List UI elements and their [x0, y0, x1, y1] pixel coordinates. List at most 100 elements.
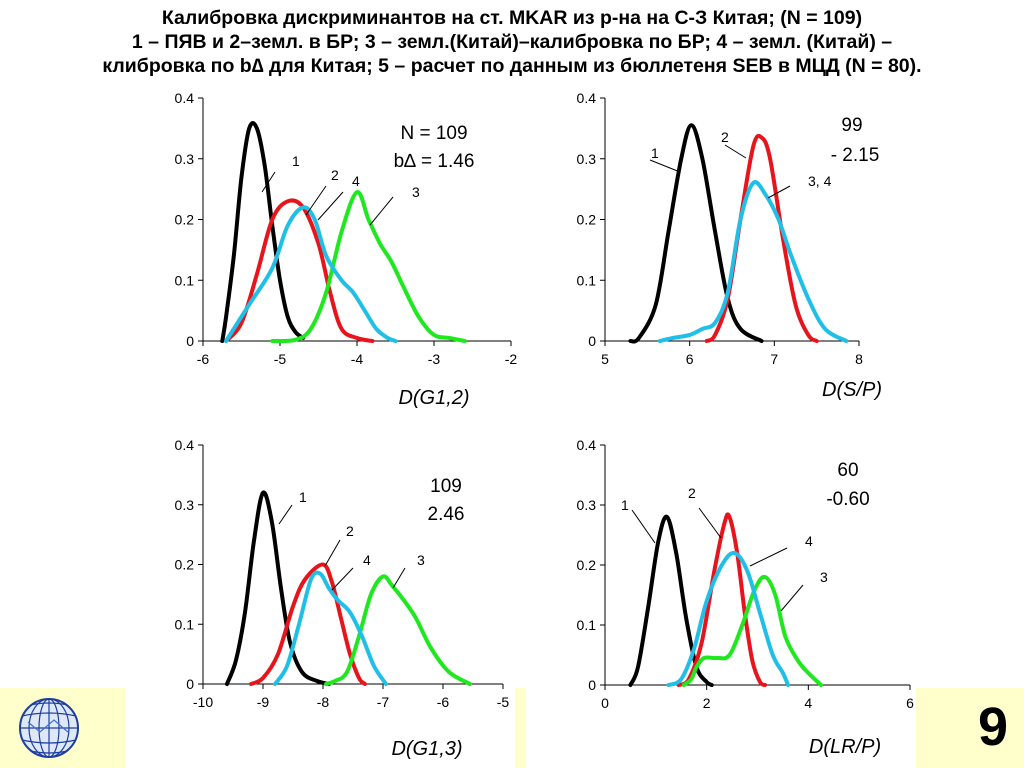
series-label: 4 [805, 533, 813, 549]
series-leader-line [767, 185, 791, 199]
footer-white-block-right [526, 688, 916, 768]
x-tick-label: 6 [686, 351, 694, 367]
series-label: 4 [363, 552, 371, 568]
x-tick-label: 4 [804, 695, 812, 711]
x-tick-label: 2 [703, 695, 711, 711]
y-tick-label: 0.3 [175, 151, 195, 167]
x-tick-label: -6 [437, 694, 450, 710]
series-leader-line [631, 509, 656, 544]
x-tick-label: 5 [601, 351, 609, 367]
x-tick-label: -8 [317, 694, 330, 710]
series-leader-line [324, 539, 341, 567]
y-tick-label: 0.4 [175, 90, 195, 106]
series-label: 2 [721, 129, 729, 145]
y-tick-label: 0.3 [577, 497, 597, 513]
x-tick-label: 6 [906, 695, 914, 711]
series-leader-line [649, 159, 681, 173]
chart-annotation: -0.60 [826, 489, 869, 510]
x-tick-label: -3 [428, 351, 441, 367]
series-leader-line [749, 547, 788, 567]
series-line-4 [273, 570, 388, 686]
y-tick-label: 0.4 [577, 90, 597, 106]
series-leader-line [305, 185, 327, 216]
y-tick-label: 0 [186, 676, 194, 692]
y-tick-label: 0.1 [175, 272, 195, 288]
series-line-3 [681, 574, 823, 687]
series-leader-line [780, 584, 804, 612]
y-tick-label: 0.2 [175, 557, 195, 573]
y-tick-label: 0.1 [175, 616, 195, 632]
series-label: 1 [651, 145, 659, 161]
y-tick-label: 0 [186, 333, 194, 349]
series-line-1 [225, 490, 331, 686]
x-tick-label: -5 [497, 694, 510, 710]
y-tick-label: 0.4 [175, 437, 195, 453]
y-tick-label: 0.1 [577, 617, 597, 633]
y-tick-label: 0.3 [175, 497, 195, 513]
y-tick-label: 0.2 [577, 212, 597, 228]
series-line-4 [224, 205, 398, 343]
title-line-1: Калибровка дискриминантов на ст. MKAR из… [161, 7, 863, 29]
chart-annotation: b∆ = 1.46 [394, 151, 475, 172]
y-tick-label: 0.1 [577, 272, 597, 288]
series-leader-line [369, 196, 394, 226]
series-label: 1 [299, 489, 307, 505]
series-label: 3 [412, 184, 420, 200]
slide-title: Калибровка дискриминантов на ст. MKAR из… [0, 6, 1024, 78]
x-tick-label: -5 [274, 351, 287, 367]
y-tick-label: 0.2 [577, 557, 597, 573]
footer-white-block-left [125, 688, 515, 768]
x-tick-label: -7 [377, 694, 390, 710]
y-tick-label: 0 [588, 333, 596, 349]
chart-annotation: 99 [841, 115, 862, 136]
x-axis-label: D(G1,2) [398, 387, 469, 409]
chart-annotation: - 2.15 [831, 145, 880, 166]
series-label: 1 [292, 153, 300, 169]
series-label: 4 [352, 173, 360, 189]
series-line-4 [666, 550, 790, 687]
title-line-2: 1 – ПЯВ и 2–земл. в БР; 3 – земл.(Китай)… [131, 31, 893, 53]
y-tick-label: 0 [588, 677, 596, 693]
title-line-3: клибровка по b∆ для Китая; 5 – расчет по… [102, 55, 922, 77]
globe-logo-icon [19, 698, 79, 758]
series-label: 2 [688, 485, 696, 501]
x-axis-label: D(G1,3) [391, 738, 462, 760]
series-label: 3, 4 [808, 173, 832, 189]
series-leader-line [331, 567, 354, 591]
series-leader-line [278, 504, 293, 525]
series-label: 3 [820, 569, 828, 585]
x-tick-label: 7 [770, 351, 778, 367]
page-number: 9 [977, 697, 1009, 757]
slide-background [0, 0, 1024, 688]
x-axis-label: D(LR/P) [809, 736, 881, 758]
series-label: 1 [621, 497, 629, 513]
chart-annotation: 109 [430, 476, 462, 497]
x-tick-label: -10 [193, 694, 213, 710]
series-leader-line [724, 144, 747, 159]
chart-annotation: N = 109 [400, 123, 467, 144]
series-leader-line [392, 567, 406, 589]
series-line-2 [704, 133, 819, 343]
x-tick-label: 0 [601, 695, 609, 711]
series-label: 3 [417, 552, 425, 568]
series-leader-line [698, 507, 722, 539]
series-line-1 [628, 514, 714, 687]
series-leader-line [261, 171, 276, 193]
series-line-2 [676, 512, 768, 687]
series-leader-line [317, 191, 344, 221]
chart-annotation: 2.46 [428, 504, 465, 525]
series-line-3-4 [658, 180, 849, 343]
x-tick-label: -9 [257, 694, 270, 710]
y-tick-label: 0.3 [577, 151, 597, 167]
series-line-3 [270, 190, 467, 344]
x-tick-label: 8 [855, 351, 863, 367]
y-tick-label: 0.2 [175, 212, 195, 228]
series-label: 2 [346, 523, 354, 539]
chart-annotation: 60 [837, 460, 858, 481]
series-line-1 [220, 121, 306, 343]
series-line-3 [324, 574, 472, 686]
